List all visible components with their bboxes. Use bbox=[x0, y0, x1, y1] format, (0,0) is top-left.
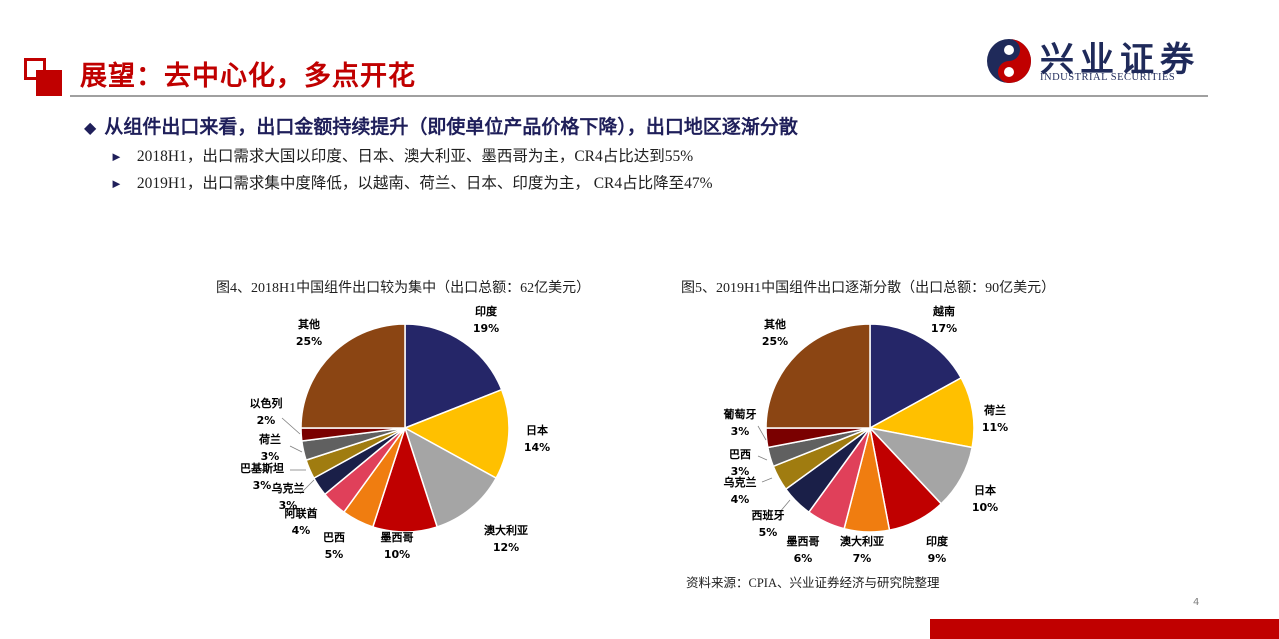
triangle-bullet-icon: ► bbox=[110, 149, 123, 164]
leader-line-1-9 bbox=[757, 425, 767, 441]
slice-name-1-9: 葡萄牙 bbox=[723, 407, 757, 421]
leader-line-0-8 bbox=[289, 445, 303, 453]
page-title: 展望：去中心化，多点开花 bbox=[80, 61, 416, 92]
company-logo: 兴业证券 INDUSTRIAL SECURITIES bbox=[984, 32, 1204, 88]
leader-line-0-9 bbox=[281, 417, 301, 435]
title-corner-mark bbox=[24, 58, 62, 96]
slice-value-0-10: 25% bbox=[296, 335, 322, 348]
slice-value-1-0: 17% bbox=[931, 322, 957, 335]
slice-value-1-9: 3% bbox=[731, 425, 750, 438]
source-note: 资料来源：CPIA、兴业证券经济与研究院整理 bbox=[686, 576, 940, 590]
leader-line-0-6 bbox=[299, 479, 315, 495]
slice-value-0-3: 10% bbox=[384, 548, 410, 561]
slice-value-1-6: 5% bbox=[759, 526, 778, 539]
slice-name-0-7: 巴基斯坦 bbox=[240, 461, 284, 475]
header-divider bbox=[70, 95, 1208, 97]
slice-value-1-10: 25% bbox=[762, 335, 788, 348]
slice-value-0-9: 2% bbox=[257, 414, 276, 427]
chart-title-2018: 图4、2018H1中国组件出口较为集中（出口总额：62亿美元） bbox=[216, 281, 591, 296]
sub-bullet-2018-text: 2018H1，出口需求大国以印度、日本、澳大利亚、墨西哥为主，CR4占比达到55… bbox=[136, 148, 694, 165]
slice-value-0-4: 5% bbox=[325, 548, 344, 561]
slice-value-1-5: 6% bbox=[794, 552, 813, 565]
leader-line-1-7 bbox=[761, 477, 773, 483]
sub-bullet-2019-text: 2019H1，出口需求集中度降低，以越南、荷兰、日本、印度为主， CR4占比降至… bbox=[136, 175, 713, 192]
slice-name-1-2: 日本 bbox=[974, 483, 996, 497]
slice-name-0-5: 阿联酋 bbox=[285, 506, 318, 520]
pie-slice-0-1 bbox=[403, 388, 510, 480]
slice-value-1-4: 7% bbox=[853, 552, 872, 565]
slice-name-0-6: 乌克兰 bbox=[272, 481, 305, 495]
slice-value-1-2: 10% bbox=[972, 501, 998, 514]
leader-line-1-6 bbox=[778, 499, 791, 514]
leader-line-1-8 bbox=[757, 455, 768, 461]
slice-value-0-1: 14% bbox=[524, 441, 550, 454]
logo-text-en: INDUSTRIAL SECURITIES bbox=[1040, 72, 1176, 83]
sub-bullet-2019: ► 2019H1，出口需求集中度降低，以越南、荷兰、日本、印度为主， CR4占比降… bbox=[110, 171, 713, 193]
chart-title-2019: 图5、2019H1中国组件出口逐渐分散（出口总额：90亿美元） bbox=[681, 281, 1056, 296]
slice-name-1-0: 越南 bbox=[932, 304, 955, 318]
slice-name-0-3: 墨西哥 bbox=[381, 531, 414, 544]
sub-bullet-2018: ► 2018H1，出口需求大国以印度、日本、澳大利亚、墨西哥为主，CR4占比达到5… bbox=[110, 144, 693, 166]
slice-name-1-10: 其他 bbox=[764, 317, 786, 331]
slice-name-1-8: 巴西 bbox=[729, 448, 751, 461]
slice-name-1-7: 乌克兰 bbox=[724, 475, 757, 489]
pie-slice-1-10 bbox=[765, 323, 871, 429]
page-number: 4 bbox=[1193, 597, 1200, 608]
triangle-bullet-icon: ► bbox=[110, 176, 123, 191]
slice-name-1-4: 澳大利亚 bbox=[840, 534, 884, 548]
pie-slice-0-2 bbox=[403, 426, 498, 528]
slice-value-0-6: 3% bbox=[279, 499, 298, 512]
slice-value-1-7: 4% bbox=[731, 493, 750, 506]
slice-value-0-7: 3% bbox=[253, 479, 272, 492]
pie-slice-1-0 bbox=[869, 323, 963, 430]
footer-accent-bar bbox=[930, 619, 1279, 639]
slice-name-0-9: 以色列 bbox=[250, 396, 283, 410]
main-bullet: ◆ 从组件出口来看，出口金额持续提升（即使单位产品价格下降），出口地区逐渐分散 bbox=[84, 112, 798, 139]
slice-name-0-10: 其他 bbox=[298, 317, 320, 331]
pie-slice-0-10 bbox=[300, 323, 406, 429]
slice-value-0-2: 12% bbox=[493, 541, 519, 554]
slice-value-1-8: 3% bbox=[731, 465, 750, 478]
diamond-bullet-icon: ◆ bbox=[84, 118, 97, 137]
pie-slice-1-1 bbox=[867, 376, 975, 449]
slice-value-1-3: 9% bbox=[928, 552, 947, 565]
main-bullet-text: 从组件出口来看，出口金额持续提升（即使单位产品价格下降），出口地区逐渐分散 bbox=[104, 116, 798, 138]
slice-value-0-8: 3% bbox=[261, 450, 280, 463]
slice-name-0-8: 荷兰 bbox=[258, 432, 281, 446]
slice-name-1-3: 印度 bbox=[926, 534, 949, 548]
slice-name-0-4: 巴西 bbox=[323, 531, 345, 544]
slice-name-1-1: 荷兰 bbox=[983, 403, 1006, 417]
slice-value-0-5: 4% bbox=[292, 524, 311, 537]
pie-slice-0-0 bbox=[404, 323, 503, 430]
slice-name-0-0: 印度 bbox=[475, 304, 498, 318]
slice-value-1-1: 11% bbox=[982, 421, 1008, 434]
logo-text-cn: 兴业证券 bbox=[1040, 40, 1200, 80]
logo-emblem-icon bbox=[987, 39, 1031, 83]
slice-name-1-5: 墨西哥 bbox=[787, 535, 820, 548]
slice-name-0-2: 澳大利亚 bbox=[484, 523, 528, 537]
slice-value-0-0: 19% bbox=[473, 322, 499, 335]
slice-name-0-1: 日本 bbox=[526, 423, 548, 437]
slice-name-1-6: 西班牙 bbox=[752, 508, 785, 522]
